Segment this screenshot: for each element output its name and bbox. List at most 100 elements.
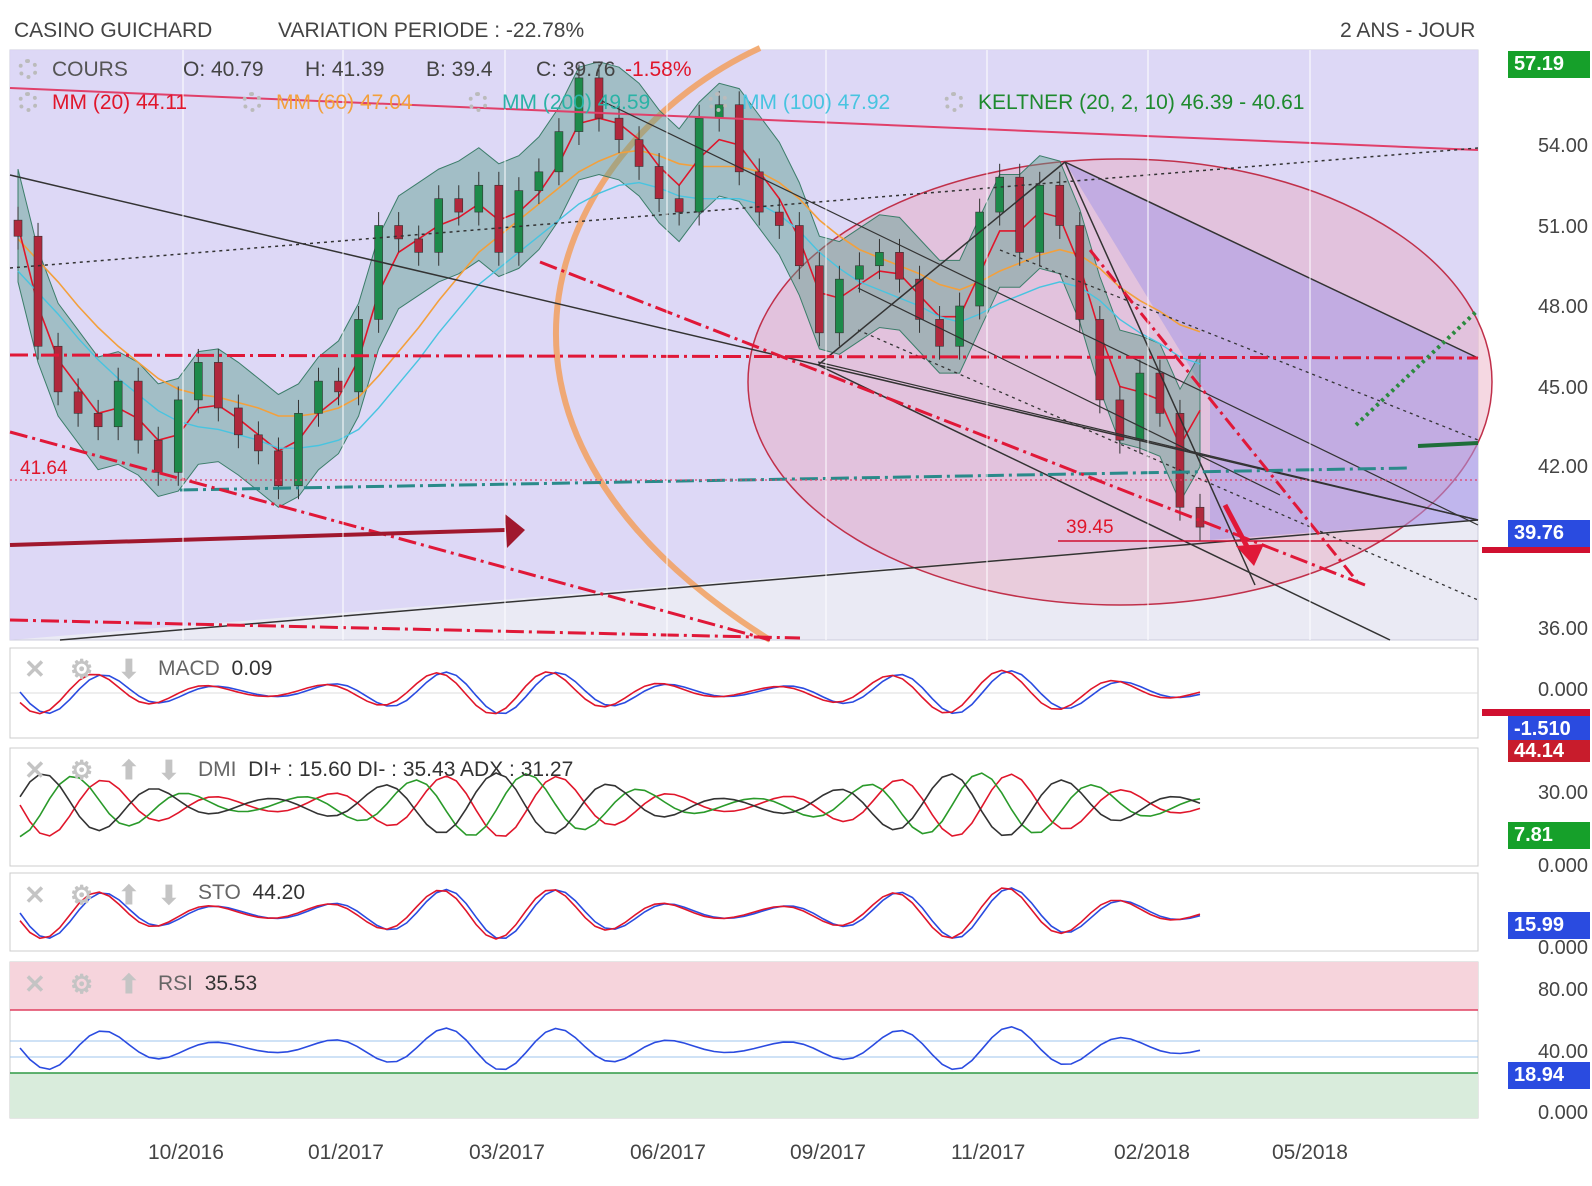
sto-badge: 15.99	[1508, 912, 1590, 939]
dmi-panel	[9, 747, 1479, 867]
macd-label: MACD 0.09	[158, 657, 273, 680]
candle-body	[1195, 506, 1205, 528]
rsi-40-tick: 40.00	[1537, 1041, 1588, 1063]
candle-body	[133, 380, 143, 441]
candle-body	[33, 235, 43, 347]
price-tick: 48.00	[1537, 296, 1588, 318]
last-price-underline	[1482, 547, 1590, 553]
arrow-up-icon[interactable]: ⬆	[118, 969, 140, 999]
x-tick: 03/2017	[469, 1141, 545, 1164]
arrow-up-icon[interactable]: ⬆	[118, 755, 140, 785]
gear-icon[interactable]	[944, 92, 964, 112]
last-price-badge: 39.76	[1508, 520, 1590, 547]
candle-body	[113, 380, 123, 428]
low-value: B: 39.4	[426, 58, 493, 81]
gear-icon[interactable]: ⚙	[70, 755, 94, 785]
long-black-trendline	[9, 174, 1479, 521]
arrow-down-icon[interactable]: ⬇	[158, 755, 180, 785]
gear-icon[interactable]	[18, 59, 38, 79]
candle-body	[774, 211, 784, 226]
gear-icon[interactable]	[708, 92, 728, 112]
dmi-green-badge: 7.81	[1508, 822, 1590, 849]
candle-body	[955, 305, 964, 347]
gear-icon[interactable]: ⚙	[70, 654, 94, 684]
candle-body	[634, 139, 644, 167]
dotted-rising-line	[9, 147, 1479, 269]
candle-body	[554, 131, 564, 173]
candle-body	[153, 439, 163, 473]
candle-body	[514, 190, 524, 253]
mm60-legend: MM (60) 47.04	[242, 91, 413, 115]
gear-icon[interactable]	[242, 92, 262, 112]
macd-zero-tick: 0.000	[1537, 679, 1588, 701]
orange-arc	[553, 45, 772, 643]
candle-body	[254, 434, 263, 452]
sto-label: STO 44.20	[198, 881, 306, 904]
price-panel	[9, 45, 1493, 643]
oscillator-line	[19, 772, 1201, 837]
gear-icon[interactable]: ⚙	[70, 969, 94, 999]
candle-body	[534, 171, 544, 191]
candle-body	[13, 219, 23, 237]
price-tick: 51.00	[1537, 216, 1588, 238]
mm60-label: MM (60) 47.04	[276, 91, 413, 114]
candle-body	[734, 104, 744, 173]
cours-label: COURS	[52, 58, 128, 81]
candle-body	[494, 184, 504, 253]
falling-dashdot-3	[9, 618, 801, 640]
rsi-overbought-zone	[10, 962, 1478, 1010]
dmi-top-badge: 44.14	[1508, 740, 1590, 762]
close-value: C: 39.76	[536, 58, 616, 81]
candle-body	[314, 380, 323, 414]
red-down-arrow-head	[1236, 544, 1264, 566]
candle-body	[835, 278, 844, 334]
candle-body	[815, 265, 824, 334]
candle-body	[414, 238, 423, 253]
candle-body	[294, 413, 303, 487]
close-icon[interactable]: ✕	[24, 654, 46, 684]
candle-body	[434, 198, 444, 253]
gear-icon[interactable]	[18, 92, 38, 112]
candle-body	[274, 450, 283, 487]
gear-icon[interactable]	[468, 92, 488, 112]
close-icon[interactable]: ✕	[24, 880, 46, 910]
candle-body	[1095, 319, 1105, 401]
arrow-up-icon[interactable]: ⬆	[118, 880, 140, 910]
support-label-right: 39.45	[1066, 517, 1114, 538]
price-tick: 36.00	[1537, 618, 1588, 640]
x-tick: 01/2017	[308, 1141, 384, 1164]
mm100-line	[17, 181, 1201, 449]
dotted-channel-mid	[999, 249, 1479, 441]
dmi-label: DMI DI+ : 15.60 DI- : 35.43 ADX : 31.27	[198, 758, 574, 781]
high-value: H: 41.39	[305, 58, 385, 81]
candle-body	[674, 198, 684, 213]
keltner-band-area	[17, 61, 1201, 508]
x-tick: 06/2017	[630, 1141, 706, 1164]
oscillator-line	[19, 1025, 1201, 1071]
fan-line-1	[599, 99, 1479, 526]
macd-panel	[9, 647, 1479, 739]
gear-icon[interactable]: ⚙	[70, 880, 94, 910]
stock-name: CASINO GUICHARD	[14, 19, 213, 42]
keltner-label: KELTNER (20, 2, 10) 46.39 - 40.61	[978, 91, 1305, 114]
arrow-down-icon[interactable]: ⬇	[118, 654, 140, 684]
candle-body	[394, 225, 403, 240]
period-label[interactable]: 2 ANS - JOUR	[1340, 19, 1476, 42]
mm200-label: MM (200) 49.59	[502, 91, 651, 114]
rsi-panel	[9, 961, 1479, 1119]
candle-body	[334, 380, 343, 393]
candle-body	[1015, 176, 1024, 253]
arrow-down-icon[interactable]: ⬇	[158, 880, 180, 910]
candle-body	[474, 184, 484, 213]
mm200-legend: MM (200) 49.59	[468, 91, 650, 115]
candle-body	[1075, 225, 1085, 320]
close-icon[interactable]: ✕	[24, 755, 46, 785]
candle-body	[654, 166, 664, 199]
channel-top	[1064, 161, 1479, 359]
rsi-oversold-zone	[10, 1073, 1478, 1118]
falling-dashdot-2	[539, 260, 1366, 587]
close-icon[interactable]: ✕	[24, 969, 46, 999]
candle-body	[795, 225, 804, 267]
steep-red-dashdot	[1088, 249, 1362, 586]
candle-body	[214, 362, 223, 409]
